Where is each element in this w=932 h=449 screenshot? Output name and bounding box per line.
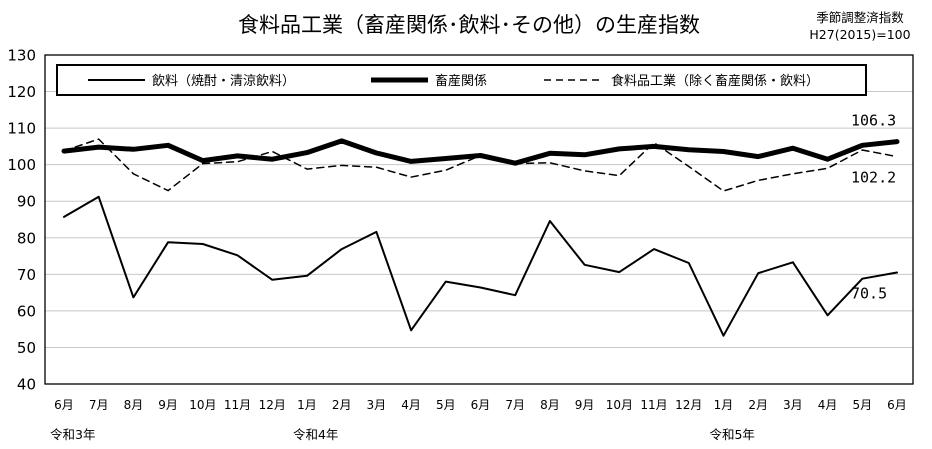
x-tick-label: 6月 bbox=[471, 398, 491, 412]
x-tick-label: 3月 bbox=[783, 398, 803, 412]
y-tick-label: 120 bbox=[7, 83, 36, 101]
y-tick-label: 100 bbox=[7, 156, 36, 174]
x-tick-label: 7月 bbox=[89, 398, 109, 412]
series-line-2 bbox=[63, 138, 898, 192]
x-tick-label: 6月 bbox=[54, 398, 74, 412]
x-tick-label: 4月 bbox=[401, 398, 421, 412]
legend: 飲料（焼酎・清涼飲料） 畜産関係 食料品工業（除く畜産関係・飲料） bbox=[56, 64, 867, 96]
x-tick-label: 12月 bbox=[675, 398, 702, 412]
legend-label-1: 畜産関係 bbox=[435, 73, 487, 89]
x-tick-label: 1月 bbox=[714, 398, 734, 412]
legend-label-0: 飲料（焼酎・清涼飲料） bbox=[152, 73, 295, 89]
series-lines bbox=[61, 138, 900, 337]
x-axis-ticks: 6月 7月 8月 9月 10月 11月 12月 1月 2月 3月 4月 5月 6月 7月 8月 9月 10月 11… bbox=[54, 398, 907, 412]
era-labels: 令和3年 令和4年 令和5年 bbox=[50, 427, 755, 442]
x-tick-label: 10月 bbox=[606, 398, 633, 412]
x-tick-label: 8月 bbox=[540, 398, 560, 412]
y-tick-label: 90 bbox=[17, 193, 36, 211]
gridlines bbox=[45, 91, 913, 348]
series-line-1 bbox=[61, 138, 900, 166]
y-tick-label: 60 bbox=[17, 302, 36, 320]
x-tick-label: 8月 bbox=[124, 398, 144, 412]
era-label: 令和4年 bbox=[293, 427, 338, 442]
x-tick-label: 9月 bbox=[575, 398, 595, 412]
x-tick-label: 11月 bbox=[640, 398, 667, 412]
index-note-line1: 季節調整済指数 bbox=[816, 10, 904, 25]
x-tick-label: 5月 bbox=[436, 398, 456, 412]
y-tick-label: 110 bbox=[7, 120, 36, 138]
legend-box bbox=[56, 64, 867, 96]
data-label: 102.2 bbox=[851, 169, 896, 187]
y-tick-label: 70 bbox=[17, 266, 36, 284]
y-tick-label: 50 bbox=[17, 339, 36, 357]
data-labels: 106.3 102.2 70.5 bbox=[851, 112, 896, 303]
y-tick-label: 130 bbox=[7, 47, 36, 65]
x-tick-label: 9月 bbox=[158, 398, 178, 412]
x-tick-label: 2月 bbox=[748, 398, 768, 412]
data-label: 106.3 bbox=[851, 112, 896, 130]
x-tick-label: 10月 bbox=[189, 398, 216, 412]
y-tick-label: 40 bbox=[17, 376, 36, 394]
era-label: 令和5年 bbox=[709, 427, 754, 442]
chart-title: 食料品工業（畜産関係･飲料･その他）の生産指数 bbox=[238, 13, 700, 37]
series-line-0 bbox=[63, 195, 898, 337]
x-tick-label: 6月 bbox=[887, 398, 907, 412]
x-tick-label: 1月 bbox=[297, 398, 317, 412]
plot-area-frame bbox=[44, 54, 914, 385]
x-tick-label: 12月 bbox=[259, 398, 286, 412]
x-tick-label: 11月 bbox=[224, 398, 251, 412]
legend-label-2: 食料品工業（除く畜産関係・飲料） bbox=[611, 73, 819, 89]
x-tick-label: 7月 bbox=[505, 398, 525, 412]
y-tick-label: 80 bbox=[17, 229, 36, 247]
x-tick-label: 4月 bbox=[818, 398, 838, 412]
x-tick-label: 5月 bbox=[852, 398, 872, 412]
y-axis-ticks: 130 120 110 100 90 80 70 60 50 40 bbox=[7, 47, 36, 394]
x-tick-label: 3月 bbox=[367, 398, 387, 412]
era-label: 令和3年 bbox=[50, 427, 95, 442]
data-label: 70.5 bbox=[851, 285, 887, 303]
index-note-line2: H27(2015)=100 bbox=[809, 27, 910, 42]
x-tick-label: 2月 bbox=[332, 398, 352, 412]
